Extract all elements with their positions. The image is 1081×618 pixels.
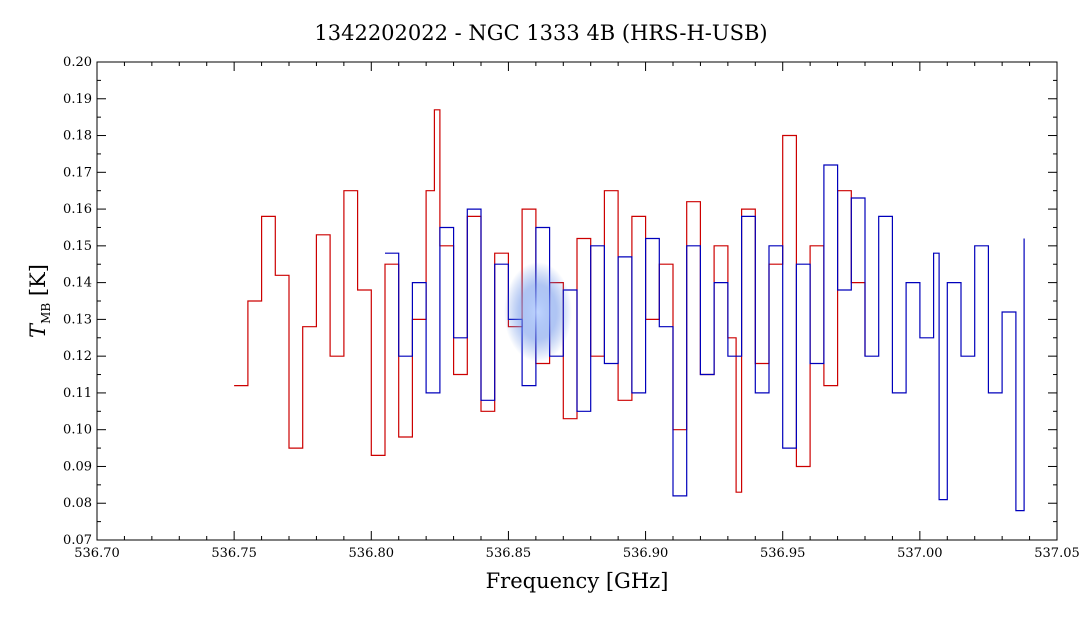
x-tick-label: 536.75 — [211, 546, 257, 561]
series-2-line — [385, 164, 1025, 512]
x-tick-label: 537.00 — [897, 546, 943, 561]
x-tick-label: 536.80 — [349, 546, 395, 561]
y-tick-label: 0.09 — [63, 459, 92, 474]
series-layer — [234, 109, 1025, 512]
y-axis: 0.07 0.08 0.09 0.10 0.11 0.12 0.13 0.14 0.15 0.16… — [63, 55, 1057, 548]
chart-title: 1342202022 - NGC 1333 4B (HRS-H-USB) — [314, 21, 767, 45]
y-axis-label: TMB [K] — [26, 264, 53, 338]
x-tick-label: 536.95 — [760, 546, 806, 561]
y-tick-label: 0.11 — [63, 386, 92, 401]
y-tick-label: 0.14 — [63, 276, 92, 291]
y-axis-label-main: T — [26, 322, 50, 338]
y-axis-label-sub: MB — [39, 303, 53, 324]
x-axis: 536.70 536.75 536.80 536.85 536.90 536.95 537.… — [74, 62, 1080, 561]
y-tick-label: 0.20 — [63, 55, 92, 70]
y-tick-label: 0.08 — [63, 496, 92, 511]
y-tick-label: 0.10 — [63, 423, 92, 438]
y-tick-label: 0.13 — [63, 312, 92, 327]
y-tick-label: 0.18 — [63, 129, 92, 144]
x-tick-label: 536.70 — [74, 546, 120, 561]
y-tick-label: 0.19 — [63, 92, 92, 107]
y-tick-label: 0.17 — [63, 165, 92, 180]
y-tick-label: 0.12 — [63, 349, 92, 364]
y-tick-label: 0.15 — [63, 239, 92, 254]
x-tick-label: 536.85 — [486, 546, 532, 561]
y-axis-label-unit: [K] — [26, 264, 50, 303]
y-tick-label: 0.07 — [63, 533, 92, 548]
x-tick-label: 537.05 — [1034, 546, 1080, 561]
highlight-glow — [504, 262, 572, 362]
x-axis-label: Frequency [GHz] — [486, 569, 669, 593]
y-tick-label: 0.16 — [63, 202, 92, 217]
x-tick-label: 536.90 — [623, 546, 669, 561]
